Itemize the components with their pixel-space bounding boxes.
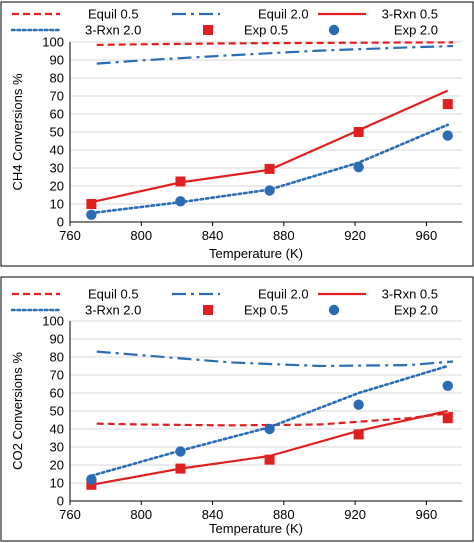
y-tick-label: 90 bbox=[50, 332, 64, 347]
data-point-exp-2-0 bbox=[175, 446, 186, 457]
y-tick-label: 40 bbox=[50, 143, 64, 158]
data-point-exp-0-5 bbox=[264, 454, 275, 465]
legend-label-equil-0-5: Equil 0.5 bbox=[88, 287, 139, 302]
x-tick-label: 760 bbox=[59, 228, 81, 243]
x-tick-label: 960 bbox=[416, 228, 438, 243]
legend-swatch-exp-0-5 bbox=[203, 305, 213, 315]
data-point-exp-2-0 bbox=[353, 399, 364, 410]
data-point-exp-2-0 bbox=[264, 423, 275, 435]
data-point-exp-0-5 bbox=[442, 99, 453, 110]
data-point-exp-0-5 bbox=[353, 127, 364, 137]
legend-label-equil-2-0: Equil 2.0 bbox=[258, 287, 309, 302]
data-point-exp-2-0 bbox=[353, 161, 364, 173]
y-tick-label: 100 bbox=[42, 35, 64, 50]
y-tick-label: 30 bbox=[50, 440, 64, 455]
y-tick-label: 10 bbox=[50, 197, 64, 212]
data-point-exp-0-5 bbox=[175, 176, 186, 187]
co2-conversion-chart: 0 10 20 30 40 50 60 70 80 90 100 760 800 840 880 920 960… bbox=[10, 287, 462, 536]
x-axis-title: Temperature (K) bbox=[209, 246, 303, 261]
y-tick-label: 50 bbox=[50, 125, 64, 140]
y-tick-label: 90 bbox=[50, 53, 64, 68]
data-point-exp-2-0 bbox=[264, 185, 275, 196]
data-point-exp-0-5 bbox=[175, 463, 186, 474]
y-axis-title: CO2 Conversions % bbox=[10, 352, 25, 470]
series-line-equil-2-0 bbox=[96, 350, 454, 368]
series-line-equil-2-0 bbox=[96, 44, 454, 65]
y-tick-label: 20 bbox=[50, 458, 64, 473]
data-point-exp-0-5 bbox=[442, 413, 453, 424]
legend-label-equil-0-5: Equil 0.5 bbox=[88, 7, 139, 22]
chart-2-frame bbox=[0, 276, 474, 542]
data-point-exp-2-0 bbox=[86, 209, 97, 220]
y-tick-label: 100 bbox=[42, 314, 64, 329]
legend-swatch-exp-2-0 bbox=[328, 304, 340, 316]
y-axis-title: CH4 Conversions % bbox=[10, 73, 25, 190]
legend-label-exp-0-5: Exp 0.5 bbox=[244, 23, 288, 38]
data-point-exp-2-0 bbox=[175, 196, 186, 207]
legend-label-exp-2-0: Exp 2.0 bbox=[394, 303, 438, 318]
chart-1-frame bbox=[0, 1, 474, 267]
x-tick-label: 920 bbox=[344, 507, 366, 522]
x-tick-label: 880 bbox=[273, 228, 295, 243]
y-tick-label: 0 bbox=[57, 215, 64, 230]
ch4-conversion-chart: 0 10 20 30 40 50 60 70 80 90 100 760 800 840 880 920 960… bbox=[10, 7, 462, 261]
data-point-exp-2-0 bbox=[86, 474, 97, 485]
x-tick-label: 800 bbox=[130, 228, 152, 243]
data-point-exp-0-5 bbox=[86, 199, 97, 209]
y-tick-label: 70 bbox=[50, 368, 64, 383]
legend-label-3-rxn-0-5: 3-Rxn 0.5 bbox=[382, 287, 438, 302]
y-tick-label: 80 bbox=[50, 71, 64, 86]
y-tick-label: 50 bbox=[50, 404, 64, 419]
legend-swatch-exp-0-5 bbox=[203, 25, 213, 35]
y-tick-label: 20 bbox=[50, 179, 64, 194]
x-tick-label: 920 bbox=[344, 228, 366, 243]
data-point-exp-2-0 bbox=[442, 380, 453, 391]
x-tick-label: 880 bbox=[273, 507, 295, 522]
legend-label-exp-2-0: Exp 2.0 bbox=[394, 23, 438, 38]
y-tick-label: 70 bbox=[50, 89, 64, 104]
data-point-exp-0-5 bbox=[86, 479, 97, 490]
x-tick-label: 760 bbox=[59, 507, 81, 522]
legend-label-3-rxn-2-0: 3-Rxn 2.0 bbox=[85, 303, 141, 318]
legend-label-equil-2-0: Equil 2.0 bbox=[258, 7, 309, 22]
y-tick-label: 80 bbox=[50, 350, 64, 365]
x-tick-label: 960 bbox=[416, 507, 438, 522]
y-tick-label: 60 bbox=[50, 386, 64, 401]
legend-label-3-rxn-2-0: 3-Rxn 2.0 bbox=[85, 23, 141, 38]
legend-swatch-exp-2-0 bbox=[328, 24, 340, 36]
y-tick-label: 0 bbox=[57, 494, 64, 509]
x-tick-label: 840 bbox=[202, 507, 224, 522]
x-tick-label: 840 bbox=[202, 228, 224, 243]
data-point-exp-2-0 bbox=[442, 130, 453, 141]
series-line-equil-0-5 bbox=[96, 411, 454, 427]
x-tick-label: 800 bbox=[130, 507, 152, 522]
data-point-exp-0-5 bbox=[264, 163, 275, 174]
series-line-equil-0-5 bbox=[96, 41, 454, 46]
y-tick-label: 10 bbox=[50, 476, 64, 491]
legend-label-exp-0-5: Exp 0.5 bbox=[244, 303, 288, 318]
series-line-3-rxn-0-5 bbox=[91, 409, 448, 486]
y-tick-label: 60 bbox=[50, 107, 64, 122]
y-tick-label: 40 bbox=[50, 422, 64, 437]
data-point-exp-0-5 bbox=[353, 429, 364, 440]
y-tick-label: 30 bbox=[50, 161, 64, 176]
legend-label-3-rxn-0-5: 3-Rxn 0.5 bbox=[382, 7, 438, 22]
x-axis-title: Temperature (K) bbox=[209, 521, 303, 536]
